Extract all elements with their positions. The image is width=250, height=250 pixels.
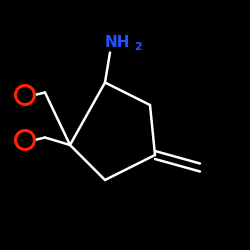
Circle shape	[17, 132, 33, 148]
Text: 2: 2	[134, 42, 141, 52]
Circle shape	[17, 87, 33, 103]
Text: NH: NH	[105, 35, 130, 50]
